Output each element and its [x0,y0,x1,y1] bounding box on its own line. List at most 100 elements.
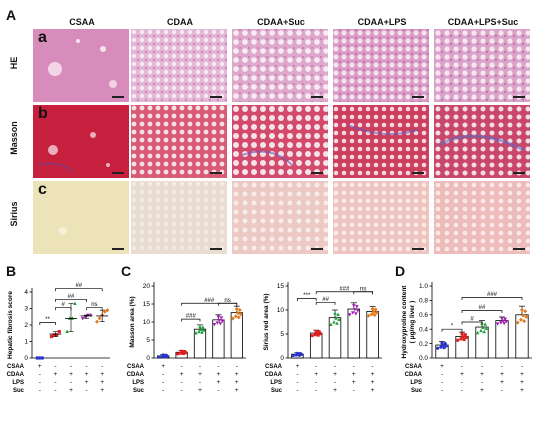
data-point [524,314,529,319]
data-point [440,341,444,345]
data-point [371,309,376,314]
group-sign: + [85,371,89,378]
data-point [369,312,374,317]
group-sign: - [217,387,219,394]
data-point [374,310,379,315]
data-point [332,320,336,324]
data-point [500,317,504,321]
group-sign: + [371,387,375,394]
group-row-label: CSAA [265,364,283,370]
data-point [52,333,56,337]
micrograph-sirius-csaa: c [33,181,129,254]
group-row-label: CSAA [405,364,423,370]
data-point [198,324,202,329]
significance-label: # [62,302,66,308]
micrograph-masson-cdaa [131,105,227,178]
data-point [337,317,341,321]
subpanel-label-c: c [38,181,47,198]
data-point [55,333,59,337]
group-sign: + [460,371,464,378]
significance-label: ### [339,286,350,292]
significance-label: ## [75,283,82,289]
group-row-label: Suc [271,388,283,394]
group-sign: - [461,363,463,370]
group-sign: + [100,387,104,394]
scale-bar [210,172,222,174]
group-sign: - [461,387,463,394]
data-point [355,305,359,309]
scale-bar [112,96,124,98]
group-sign: - [315,379,317,386]
data-point [317,330,321,334]
data-point [518,317,523,322]
significance-bracket [55,299,87,302]
data-point [459,337,463,341]
data-point [350,311,355,315]
group-sign: - [54,379,56,386]
y-tick-label: 3 [24,306,28,313]
group-sign: + [235,387,239,394]
group-sign: - [86,363,88,370]
data-point [88,313,93,318]
group-sign: - [54,387,56,394]
data-point [200,330,204,334]
group-sign: - [217,363,219,370]
y-tick-label: 10 [277,307,285,314]
data-point [233,314,238,319]
significance-bracket [55,288,103,292]
significance-label: ns [91,302,97,308]
group-sign: - [86,387,88,394]
subpanel-label-a: a [38,29,47,46]
group-sign: - [481,363,483,370]
data-point [515,320,520,325]
y-tick-label: 1.0 [419,283,428,290]
group-row-label: CDAA [265,372,283,378]
micrograph-he-cdaa [131,29,227,102]
micrograph-he-cdaa-lps-suc [434,29,530,102]
group-sign: + [500,371,504,378]
data-point [504,320,509,324]
micrograph-sirius-cdaa-suc [232,181,328,254]
y-tick-label: 4 [24,289,28,296]
data-point [353,308,357,312]
y-tick-label: 0.8 [419,298,428,305]
data-point [316,333,320,337]
micrograph-he-cdaa-lps [333,29,429,102]
data-point [373,307,378,312]
y-tick-label: 0.0 [419,355,428,362]
column-header-cdaa-lps-suc: CDAA+LPS+Suc [447,17,519,27]
data-point [520,307,524,312]
group-sign: - [181,363,183,370]
group-sign: - [39,387,41,394]
column-header-cdaa-lps: CDAA+LPS [357,17,407,27]
data-point [86,313,90,318]
group-sign: + [520,371,524,378]
column-header-csaa: CSAA [69,17,95,27]
data-point [219,316,224,320]
data-point [372,312,377,317]
significance-bracket [39,322,56,326]
data-point [333,311,337,315]
group-sign: + [352,371,356,378]
group-sign: + [480,387,484,394]
group-sign: - [334,379,336,386]
significance-label: * [451,324,454,330]
data-point [291,353,295,358]
data-point [294,353,298,357]
group-sign: - [199,379,201,386]
group-row-label: LPS [12,380,24,386]
y-axis-label: Hydroxyproline content [401,285,408,359]
data-point [73,301,77,305]
group-sign: + [480,371,484,378]
group-sign: + [161,363,165,370]
row-label-masson: Masson [9,121,19,155]
group-sign: + [217,371,221,378]
data-point [183,350,187,354]
data-point [65,329,69,333]
data-point [484,326,489,331]
subpanel-label-b: b [38,105,48,122]
significance-label: ns [360,286,366,292]
bar [366,311,379,359]
